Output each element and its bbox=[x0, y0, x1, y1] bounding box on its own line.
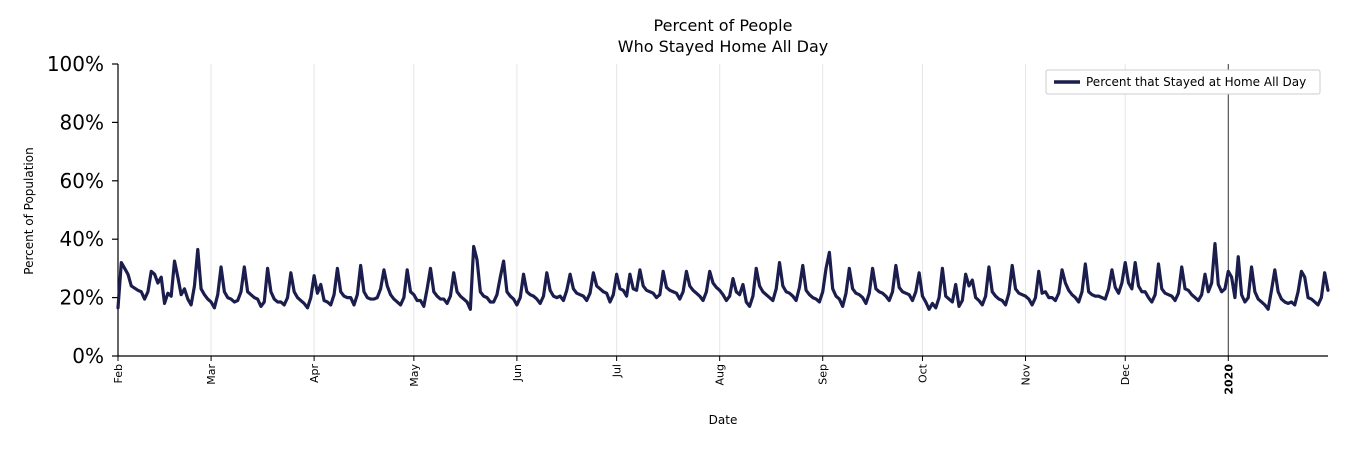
x-tick-label: Jun bbox=[511, 364, 524, 382]
y-tick-label: 40% bbox=[60, 227, 104, 251]
y-tick-label: 100% bbox=[47, 52, 104, 76]
series-line-0 bbox=[116, 241, 1330, 311]
gridlines bbox=[117, 64, 1126, 356]
legend-box bbox=[1045, 69, 1321, 95]
x-tick-label: Aug bbox=[714, 364, 727, 385]
x-tick-label: Oct bbox=[916, 363, 929, 383]
legend: Percent that Stayed at Home All Day bbox=[1045, 69, 1321, 95]
x-tick-label: Dec bbox=[1119, 364, 1132, 385]
y-axis-label: Percent of Population bbox=[22, 147, 36, 274]
y-tick-label: 80% bbox=[60, 110, 104, 134]
chart-title-line2: Who Stayed Home All Day bbox=[618, 37, 828, 56]
x-tick-label: Mar bbox=[205, 364, 218, 385]
x-tick-label: 2020 bbox=[1222, 364, 1235, 395]
y-tick-label: 0% bbox=[72, 344, 104, 368]
x-axis-ticks: Feb Mar Apr May Jun Jul Aug Sep Oct Nov Dec 2020 bbox=[112, 356, 1235, 395]
x-tick-label: Jul bbox=[611, 364, 624, 378]
x-tick-label: May bbox=[408, 364, 421, 387]
x-axis-label: Date bbox=[709, 413, 738, 427]
y-tick-label: 20% bbox=[60, 286, 104, 310]
chart-title-line1: Percent of People bbox=[654, 16, 793, 35]
y-tick-label: 60% bbox=[60, 169, 104, 193]
x-tick-label: Nov bbox=[1020, 364, 1033, 386]
legend-label: Percent that Stayed at Home All Day bbox=[1086, 75, 1306, 89]
x-tick-label: Feb bbox=[112, 364, 125, 383]
x-tick-label: Apr bbox=[308, 364, 321, 384]
x-tick-label: Sep bbox=[817, 364, 830, 385]
series-group bbox=[116, 241, 1330, 311]
y-axis-ticks: 0% 20% 40% 60% 80% 100% bbox=[47, 52, 118, 368]
